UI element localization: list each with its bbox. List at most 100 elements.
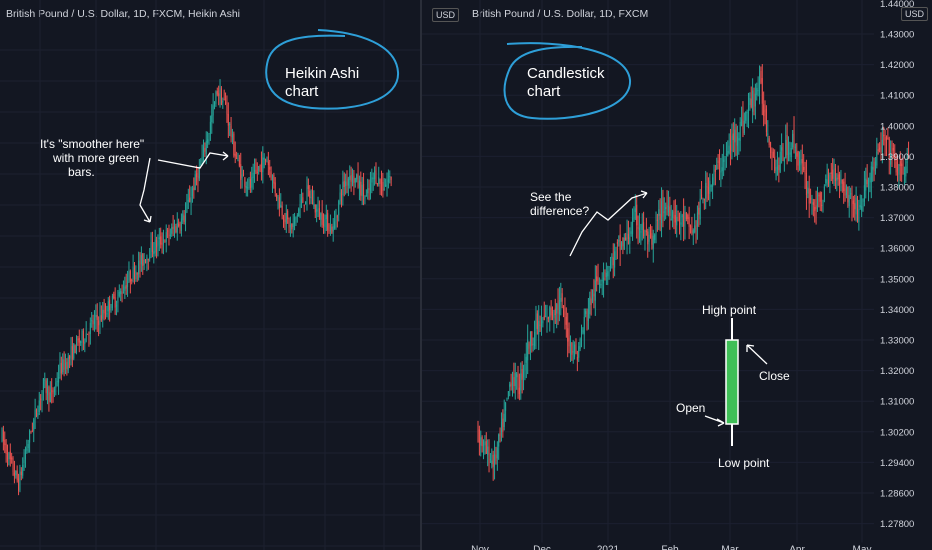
candle-body [825,179,826,183]
candle-body [88,334,89,335]
candle-body [289,219,290,228]
candle-body [65,363,66,370]
candle-body [887,138,888,139]
candle-body [700,199,701,220]
candle-body [224,99,225,100]
candle-body [719,164,720,173]
candle-body [650,231,651,237]
candle-body [577,357,578,360]
candle-body [651,233,652,244]
candle-body [323,224,324,226]
candle-body [843,182,844,192]
candle-body [668,206,669,213]
right-x-axis: Nov Dec 2021 Feb Mar Apr May [471,544,871,550]
candle-body [46,381,47,394]
candle-body [222,101,223,102]
candlestick-label-line2: chart [527,83,561,100]
candle-body [266,161,267,162]
legend-close: Close [759,369,790,383]
candle-body [569,338,570,346]
y-tick-label: 1.36000 [880,244,914,255]
candle-body [207,139,208,143]
candle-body [211,115,212,122]
heikin-ashi-chart[interactable]: 1.430001.420001.410001.400001.390001.380… [0,0,420,550]
candle-body [39,400,40,412]
candle-body [59,364,60,377]
candle-body [345,182,346,186]
candle-body [661,201,662,223]
candle-body [647,232,648,245]
candle-body [124,287,125,291]
candle-body [809,189,810,204]
candle-body [533,344,534,345]
candle-body [883,135,884,137]
candle-body [44,380,45,381]
candlestick-label-line1: Candlestick [527,65,605,82]
candle-body [697,212,698,227]
heikin-ashi-panel[interactable]: British Pound / U.S. Dollar, 1D, FXCM, H… [0,0,420,550]
candle-body [506,398,507,399]
candle-body [99,314,100,324]
candle-body [351,175,352,182]
candle-body [842,180,843,184]
candle-body [771,157,772,158]
candle-body [276,193,277,198]
candle-body [495,455,496,461]
candle-body [334,221,335,228]
candle-body [40,399,41,400]
candle-body [868,178,869,189]
candle-body [549,307,550,317]
candle-body [534,332,535,346]
candle-body [167,230,168,231]
candle-body [273,175,274,184]
candle-body [770,142,771,153]
candle-body [832,170,833,179]
candle-body [246,186,247,188]
candlestick-panel[interactable]: British Pound / U.S. Dollar, 1D, FXCM 1.… [422,0,932,550]
candle-body [671,219,672,221]
candle-body [203,147,204,156]
candle-body [693,230,694,233]
candle-body [752,91,753,112]
candle-body [247,187,248,188]
candle-body [838,174,839,179]
candle-body [580,339,581,349]
candle-body [316,209,317,211]
candle-body [340,192,341,201]
candle-body [217,91,218,95]
candle-body [177,223,178,233]
candle-body [718,160,719,163]
candle-body [545,316,546,317]
candle-body [591,299,592,305]
candle-body [678,211,679,212]
candle-body [90,323,91,334]
candle-body [541,318,542,330]
right-currency-badge[interactable]: USD [901,7,928,21]
candlestick-chart[interactable]: 1.43000 1.42000 1.41000 1.40000 1.39000 1.380… [422,0,932,550]
candle-body [478,434,479,435]
candle-body [588,309,589,321]
candle-body [293,223,294,227]
legend-open: Open [676,401,705,415]
candle-body [151,242,152,258]
candle-body [807,188,808,194]
candle-body [195,174,196,190]
candle-body [835,168,836,181]
heikin-ashi-label-line2: chart [285,83,319,100]
candle-body [818,195,819,197]
candle-body [813,202,814,205]
candle-body [105,312,106,314]
candle-body [380,179,381,184]
left-currency-badge[interactable]: USD [432,8,459,22]
candle-body [791,148,792,157]
candle-body [653,236,654,249]
candle-body [516,374,517,378]
candle-body [570,340,571,347]
legend-high-point: High point [702,303,757,317]
candle-body [701,195,702,199]
candle-body [229,124,230,125]
candle-body [654,235,655,240]
candle-body [134,268,135,278]
candle-body [552,312,553,314]
